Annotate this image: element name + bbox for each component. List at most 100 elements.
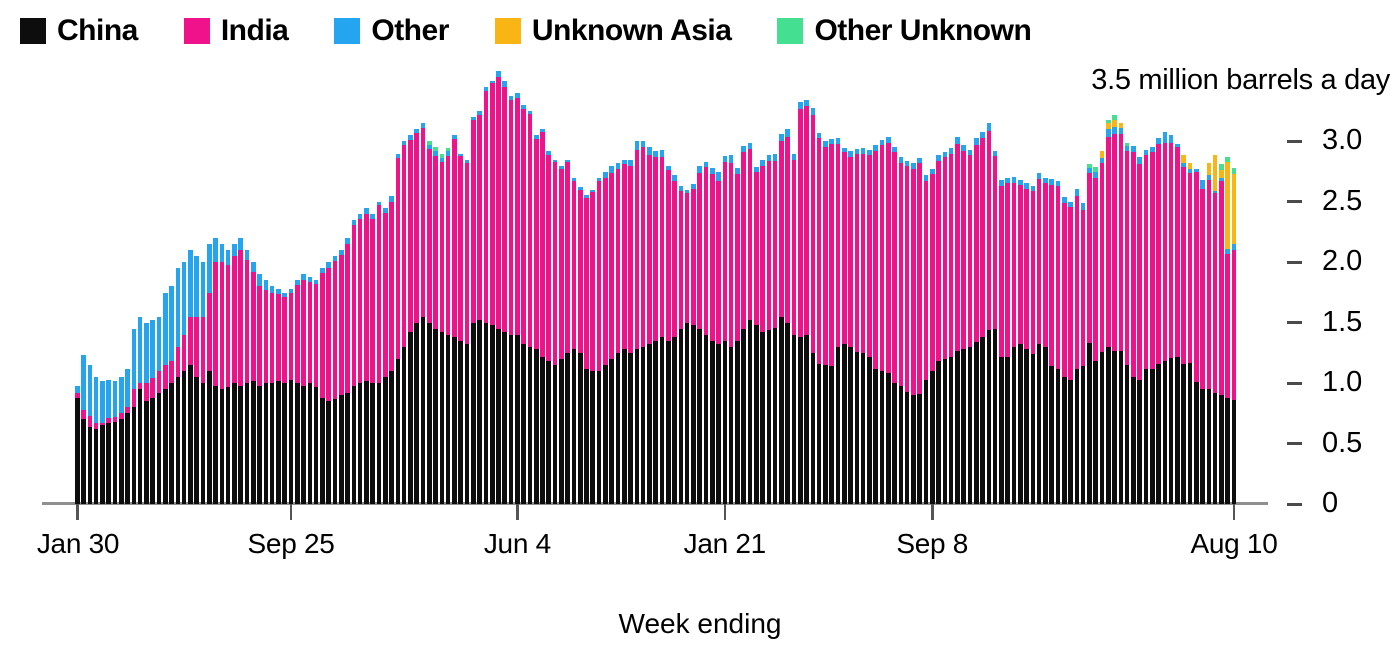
bar-segment xyxy=(1030,190,1036,355)
y-tick-dash xyxy=(1287,381,1302,385)
bar-segment xyxy=(1024,182,1029,189)
bar-segment xyxy=(188,250,193,317)
bar-segment xyxy=(533,349,539,504)
bar-segment xyxy=(219,389,225,504)
bar-segment xyxy=(1175,147,1180,357)
bar-segment xyxy=(169,383,174,504)
bar xyxy=(414,129,420,504)
bar-segment xyxy=(860,352,866,504)
bar-segment xyxy=(125,413,130,504)
bar-segment xyxy=(364,207,369,214)
bar xyxy=(351,220,357,504)
bar-segment xyxy=(1187,172,1193,363)
bar-segment xyxy=(961,151,966,350)
bar-segment xyxy=(282,383,288,504)
bar-segment xyxy=(527,113,533,347)
bar-segment xyxy=(1105,129,1111,137)
bar-segment xyxy=(521,105,526,109)
bar-segment xyxy=(955,350,960,504)
bar-segment xyxy=(980,131,985,138)
bar-segment xyxy=(389,195,394,202)
bar-segment xyxy=(376,201,382,206)
bar-segment xyxy=(898,157,904,164)
bar-segment xyxy=(565,162,570,353)
bar-segment xyxy=(753,325,759,504)
bar xyxy=(527,111,533,504)
bar-segment xyxy=(659,157,665,338)
bar-segment xyxy=(112,417,118,422)
india-label: India xyxy=(220,14,289,47)
bar-segment xyxy=(590,371,596,504)
bar-segment xyxy=(1024,349,1029,504)
bar-segment xyxy=(716,181,721,345)
bar xyxy=(181,262,187,504)
bar-segment xyxy=(1061,377,1067,504)
bar-segment xyxy=(1036,172,1042,179)
bar-segment xyxy=(175,377,181,504)
bar xyxy=(691,183,696,504)
bar-segment xyxy=(804,106,809,335)
bar xyxy=(1087,164,1092,504)
bar-segment xyxy=(1168,357,1174,504)
bar-segment xyxy=(464,159,470,164)
bar xyxy=(722,155,728,504)
bar-segment xyxy=(395,158,401,359)
bar-segment xyxy=(238,250,244,386)
bar xyxy=(477,111,482,504)
bar xyxy=(326,262,332,504)
bar xyxy=(898,157,904,504)
bar-segment xyxy=(433,155,438,329)
bar-segment xyxy=(357,213,363,219)
bar-segment xyxy=(697,172,702,329)
bar-segment xyxy=(1112,134,1117,351)
bar-segment xyxy=(326,268,332,402)
bar-segment xyxy=(772,160,778,328)
bar-segment xyxy=(1099,351,1105,504)
bar xyxy=(571,177,577,504)
bar-segment xyxy=(263,290,269,384)
bar xyxy=(225,250,231,504)
bar-segment xyxy=(904,160,910,166)
bar-segment xyxy=(483,322,489,504)
x-tick-mark xyxy=(931,504,934,520)
bar-segment xyxy=(1225,157,1231,162)
bar-segment xyxy=(653,340,658,504)
bar-segment xyxy=(100,380,105,424)
bar xyxy=(144,322,149,504)
bar-segment xyxy=(1206,389,1212,504)
bar-segment xyxy=(1200,188,1205,390)
bar-segment xyxy=(1143,149,1149,155)
bar-segment xyxy=(276,380,281,504)
bar xyxy=(364,207,369,504)
bar xyxy=(439,153,445,504)
bar-segment xyxy=(753,171,759,326)
bar-segment xyxy=(1124,146,1130,152)
bar-segment xyxy=(1193,381,1199,504)
bar-segment xyxy=(452,139,457,338)
bar-segment xyxy=(590,192,596,372)
bar-segment xyxy=(1231,244,1237,251)
bar-segment xyxy=(879,140,885,146)
bar-segment xyxy=(609,165,614,173)
bar-segment xyxy=(772,327,778,504)
bar-segment xyxy=(1005,177,1010,183)
bar-segment xyxy=(1043,346,1048,504)
other-swatch xyxy=(334,18,361,44)
bar xyxy=(213,238,218,504)
bar xyxy=(955,136,960,504)
bar-segment xyxy=(244,259,250,384)
bar-segment xyxy=(1149,152,1155,369)
bar-segment xyxy=(816,132,822,138)
bar xyxy=(1193,169,1199,504)
bar xyxy=(867,149,872,504)
legend-item-india: India xyxy=(183,14,289,48)
bar-segment xyxy=(942,157,948,359)
bar-segment xyxy=(923,175,929,182)
bar xyxy=(427,141,432,504)
bar-segment xyxy=(370,383,376,504)
bar-segment xyxy=(961,145,966,152)
bar-segment xyxy=(1036,178,1042,345)
bar-segment xyxy=(1124,365,1130,504)
bar-segment xyxy=(445,151,451,156)
bar xyxy=(1080,203,1086,504)
